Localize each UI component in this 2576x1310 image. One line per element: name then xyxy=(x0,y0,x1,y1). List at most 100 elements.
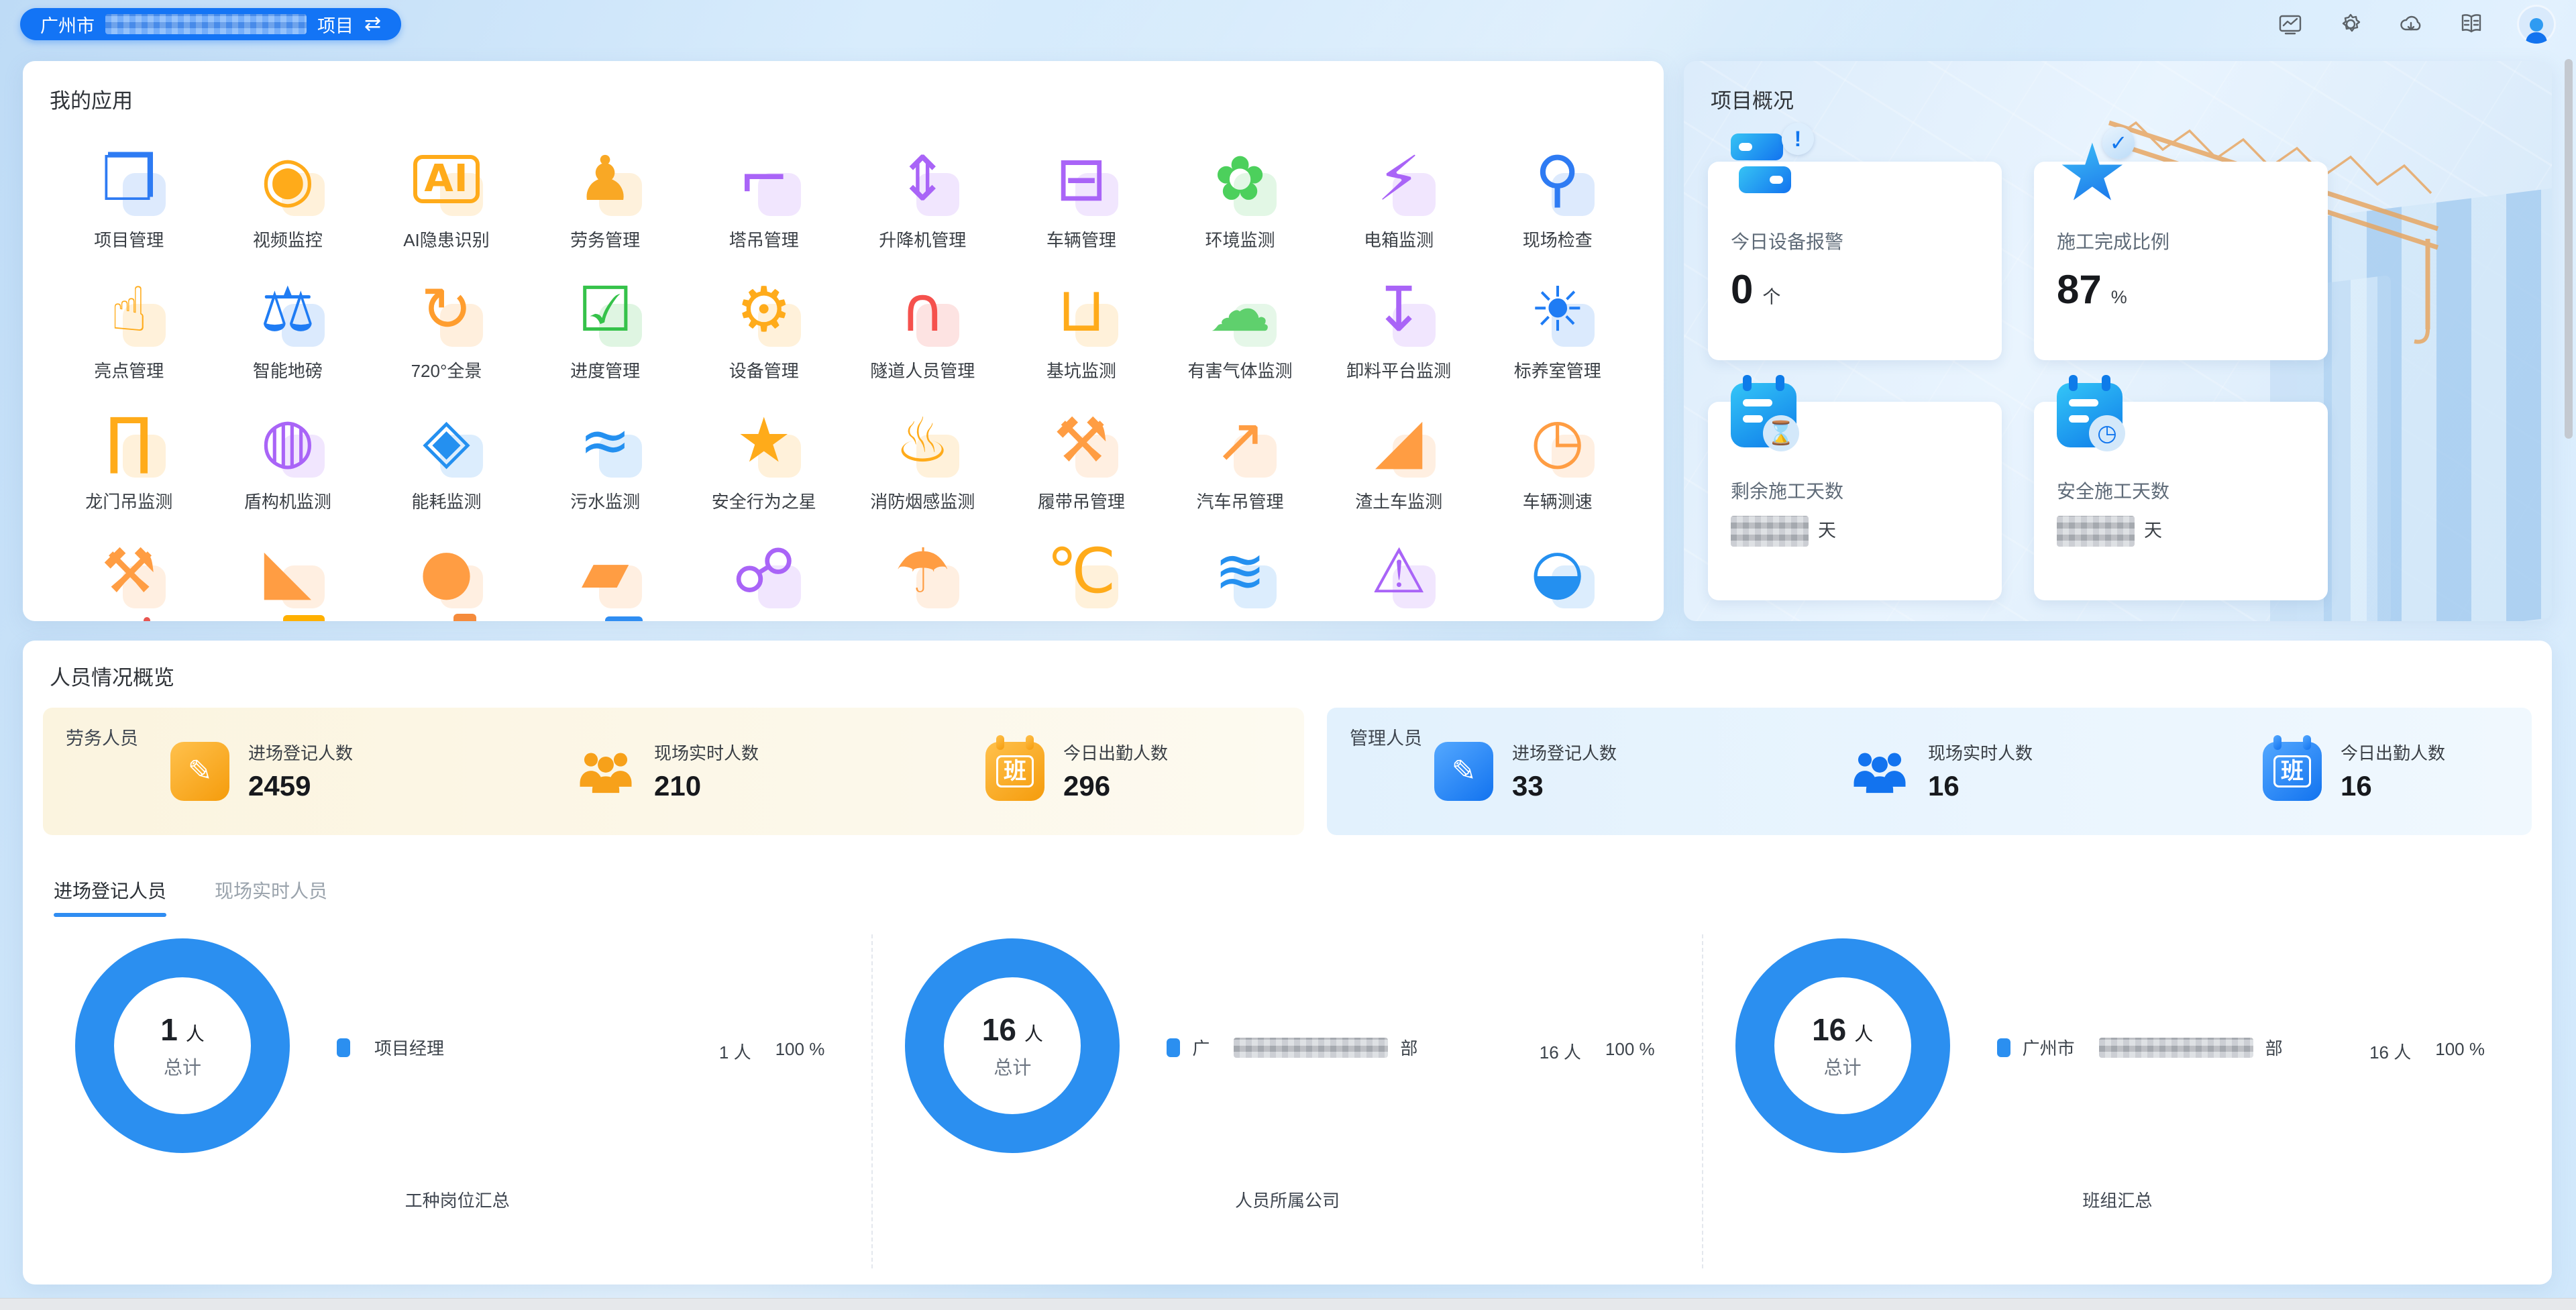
app-icon: ★ xyxy=(726,402,802,479)
app-item[interactable]: ⚒ 挖掘机监测 xyxy=(50,524,209,621)
completion-ratio-card: ★ ✓ 施工完成比例 87 % xyxy=(2034,127,2328,360)
personnel-tab[interactable]: 现场实时人员 xyxy=(215,877,327,917)
project-name-prefix: 广州市 xyxy=(40,15,95,36)
app-item[interactable]: ⇕ 升降机管理 xyxy=(843,131,1002,252)
stat-label: 今日出勤人数 xyxy=(2341,743,2446,763)
app-item[interactable]: ☑ 进度管理 xyxy=(526,262,685,382)
redacted-legend-name xyxy=(2098,1037,2253,1058)
app-item[interactable]: ⌐ 塔吊管理 xyxy=(684,131,843,252)
app-icon: ☀ xyxy=(1519,272,1596,348)
partial-app-icon xyxy=(144,617,150,621)
app-item[interactable]: ☁ 有害气体监测 xyxy=(1161,262,1320,382)
app-item[interactable]: ♟ 劳务管理 xyxy=(526,131,685,252)
project-switcher[interactable]: 广州市 项目 ⇄ xyxy=(20,8,402,40)
app-item[interactable]: ↧ 卸料平台监测 xyxy=(1320,262,1479,382)
app-item[interactable]: AI AI隐患识别 xyxy=(367,131,526,252)
partial-app-icon xyxy=(453,614,476,621)
app-label: 电箱监测 xyxy=(1364,230,1434,250)
management-personnel-strip: 管理人员 ✎ 进场登记人数 33 xyxy=(1327,708,2532,835)
app-item[interactable]: ⊟ 车辆管理 xyxy=(1002,131,1161,252)
people-icon xyxy=(576,742,635,801)
donut-chart-section: 16 人 总计 广 部 16 人 100 % 人员所属公司 xyxy=(871,934,1701,1268)
app-icon: ↗ xyxy=(1201,402,1278,479)
personnel-title: 人员情况概览 xyxy=(50,666,174,690)
app-icon: ⚖ xyxy=(250,272,326,348)
app-item[interactable]: ∏ 龙门吊监测 xyxy=(50,393,209,513)
app-item[interactable]: ☂ 车辆冲洗监测 xyxy=(843,524,1002,621)
app-glyph-icon: ◣ xyxy=(264,535,312,607)
app-item[interactable]: ▰ 铺路机监测 xyxy=(526,524,685,621)
cloud-download-icon[interactable] xyxy=(2396,9,2426,39)
settings-gear-icon[interactable] xyxy=(2336,9,2365,39)
app-icon: ℃ xyxy=(1043,533,1120,610)
app-item[interactable]: ↻ 720°全景 xyxy=(367,262,526,382)
switch-project-icon: ⇄ xyxy=(364,13,382,35)
app-label: 基坑监测 xyxy=(1046,361,1116,381)
app-glyph-icon: ↗ xyxy=(1214,404,1267,476)
stat-value: 16 xyxy=(2341,770,2372,802)
alarm-badge-icon: ! xyxy=(1782,123,1814,155)
app-item[interactable]: ⚠ 应急管理 xyxy=(1320,524,1479,621)
app-item[interactable]: ⊔ 基坑监测 xyxy=(1002,262,1161,382)
app-item[interactable]: ✿ 环境监测 xyxy=(1161,131,1320,252)
app-item[interactable]: ∩ 隧道人员管理 xyxy=(843,262,1002,382)
card-label: 施工完成比例 xyxy=(2057,231,2170,252)
app-item[interactable]: ☝ 亮点管理 xyxy=(50,262,209,382)
legend-values: 16 人 100 % xyxy=(2369,1039,2485,1062)
page-scrollbar-thumb[interactable] xyxy=(2565,59,2573,439)
donut-ring: 16 人 总计 xyxy=(1735,938,1950,1153)
monitor-icon[interactable] xyxy=(2275,9,2305,39)
remaining-days-calendar-icon: ⌛ xyxy=(1731,375,1818,463)
stat-label: 进场登记人数 xyxy=(248,743,354,763)
app-icon: ↻ xyxy=(408,272,484,348)
app-icon: ◢ xyxy=(1360,402,1437,479)
app-glyph-icon: ❐ xyxy=(101,143,157,215)
app-item[interactable]: ● 压路机监测 xyxy=(367,524,526,621)
app-item[interactable]: ☍ 共享资料库 xyxy=(684,524,843,621)
stat-value: 210 xyxy=(654,770,702,802)
app-glyph-icon: ◒ xyxy=(1530,535,1585,607)
personnel-tab[interactable]: 进场登记人员 xyxy=(54,877,167,917)
check-badge-icon: ✓ xyxy=(2102,127,2135,159)
app-item[interactable]: ☀ 标养室管理 xyxy=(1478,262,1637,382)
my-apps-title: 我的应用 xyxy=(50,89,133,113)
attendance-icon: 班 xyxy=(985,734,1044,801)
app-item[interactable]: ◢ 渣土车监测 xyxy=(1320,393,1479,513)
app-item[interactable]: ❐ 项目管理 xyxy=(50,131,209,252)
partial-app-icon xyxy=(605,616,643,621)
app-glyph-icon: ∩ xyxy=(900,274,945,345)
app-item[interactable]: ◷ 车辆测速 xyxy=(1478,393,1637,513)
app-item[interactable]: ⚡ 电箱监测 xyxy=(1320,131,1479,252)
donut-center-text: 16 人 总计 xyxy=(1812,1012,1874,1078)
legend-marker xyxy=(1167,1038,1181,1057)
app-label: 渣土车监测 xyxy=(1355,492,1443,512)
app-item[interactable]: ♨ 消防烟感监测 xyxy=(843,393,1002,513)
app-glyph-icon: ● xyxy=(419,535,474,607)
app-item[interactable]: ◒ 海洋浊度监测 xyxy=(1478,524,1637,621)
app-glyph-icon: ⚖ xyxy=(260,274,316,345)
app-item[interactable]: ⚖ 智能地磅 xyxy=(209,262,368,382)
stat-value: 2459 xyxy=(248,770,311,802)
handbook-icon[interactable] xyxy=(2457,9,2486,39)
app-item[interactable]: ★ 安全行为之星 xyxy=(684,393,843,513)
app-item[interactable]: ↗ 汽车吊管理 xyxy=(1161,393,1320,513)
app-item[interactable]: ⚒ 履带吊管理 xyxy=(1002,393,1161,513)
app-item[interactable]: ⚲ 现场检查 xyxy=(1478,131,1637,252)
app-item[interactable]: ≋ 潮汐水位监测 xyxy=(1161,524,1320,621)
app-item[interactable]: ◣ 装载车监测 xyxy=(209,524,368,621)
app-icon: ◈ xyxy=(408,402,484,479)
app-item[interactable]: ◈ 能耗监测 xyxy=(367,393,526,513)
redacted-days-value xyxy=(2057,516,2135,547)
personnel-overview-panel: 人员情况概览 劳务人员 ✎ 进场登记人数 2459 xyxy=(23,641,2552,1285)
app-item[interactable]: ◉ 视频监控 xyxy=(209,131,368,252)
app-glyph-icon: AI xyxy=(413,155,480,203)
user-avatar[interactable] xyxy=(2517,5,2556,44)
app-label: 视频监控 xyxy=(252,230,323,250)
app-item[interactable]: ⚙ 设备管理 xyxy=(684,262,843,382)
app-label: 设备管理 xyxy=(729,361,799,381)
legend-values: 16 人 100 % xyxy=(1539,1039,1655,1062)
app-item[interactable]: ≈ 污水监测 xyxy=(526,393,685,513)
app-item[interactable]: ◍ 盾构机监测 xyxy=(209,393,368,513)
app-item[interactable]: ℃ 大体积混凝土测温 xyxy=(1002,524,1161,621)
app-label: 720°全景 xyxy=(411,361,482,381)
